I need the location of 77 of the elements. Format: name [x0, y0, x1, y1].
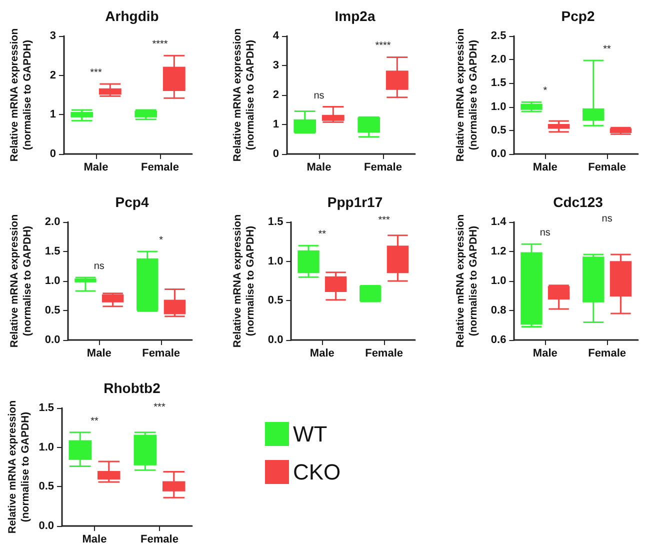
- y-tick-label: 0.8: [490, 304, 506, 316]
- y-axis-title: Relative mRNA expression (normalise to GAPDH): [232, 28, 256, 162]
- x-tick-label: Female: [364, 162, 402, 174]
- y-tick-label: 2.0: [44, 216, 60, 228]
- legend-label: WT: [293, 422, 328, 446]
- x-tick-label: Male: [532, 162, 558, 174]
- y-tick-label: 0.5: [38, 480, 54, 493]
- y-tick-label: 0.0: [490, 148, 506, 160]
- x-tick-label: Male: [310, 348, 334, 360]
- x-tick-label: Female: [588, 162, 626, 174]
- annotation: ns: [314, 90, 324, 102]
- y-tick-label: 1.5: [38, 402, 54, 414]
- annotation: ***: [378, 215, 390, 226]
- annotation: **: [90, 416, 98, 427]
- chart-title: Pcp2: [561, 8, 595, 24]
- y-axis-title: Relative mRNA expression (normalise to GAPDH): [8, 214, 34, 348]
- x-tick-label: Female: [142, 348, 180, 360]
- annotation: ****: [375, 40, 391, 52]
- y-axis-title: Relative mRNA expression (normalise to GAPDH): [454, 28, 480, 162]
- annotation: *: [159, 235, 164, 246]
- y-tick-label: 1: [50, 108, 56, 121]
- x-tick-label: Male: [86, 348, 112, 360]
- x-tick-label: Male: [84, 162, 108, 174]
- y-tick-label: 0.6: [490, 334, 506, 346]
- x-tick-label: Male: [532, 348, 558, 360]
- annotation: ***: [154, 402, 166, 413]
- annotation: *: [543, 86, 548, 97]
- y-tick-label: 3: [272, 60, 279, 72]
- y-tick-label: 1.0: [490, 275, 506, 287]
- y-tick-label: 0.0: [44, 334, 60, 346]
- annotation: ns: [94, 260, 104, 272]
- y-tick-label: 1.0: [490, 100, 506, 113]
- y-tick-label: 1.0: [38, 441, 54, 454]
- y-axis-title: Relative mRNA expression (normalise to GAPDH): [8, 28, 34, 162]
- y-tick-label: 4: [272, 30, 280, 42]
- y-tick-label: 3: [50, 30, 56, 42]
- annotation: ns: [540, 228, 550, 239]
- y-tick-label: 0.5: [268, 294, 284, 307]
- y-tick-label: 1.5: [44, 246, 60, 258]
- y-axis-title: Relative mRNA expression (normalise to GAPDH): [454, 214, 480, 348]
- chart-title: Ppp1r17: [327, 194, 383, 210]
- annotation: **: [318, 229, 326, 240]
- chart-title: Cdc123: [553, 194, 604, 210]
- annotation: ns: [602, 214, 612, 225]
- y-tick-label: 0: [50, 148, 56, 160]
- y-tick-label: 1.2: [490, 246, 506, 258]
- x-tick-label: Female: [140, 534, 178, 546]
- y-tick-label: 0: [272, 148, 279, 160]
- chart-title: Imp2a: [334, 8, 376, 24]
- legend-label: CKO: [293, 460, 341, 484]
- chart-title: Pcp4: [115, 194, 149, 210]
- y-tick-label: 1.5: [490, 77, 506, 90]
- y-tick-label: 0.0: [38, 520, 54, 532]
- y-tick-label: 1.4: [490, 216, 508, 228]
- y-tick-label: 0.5: [44, 304, 60, 316]
- y-tick-label: 2: [50, 69, 56, 82]
- y-tick-label: 2.0: [490, 54, 506, 66]
- annotation: ****: [152, 39, 168, 50]
- y-tick-label: 1.0: [44, 275, 60, 287]
- y-tick-label: 1.5: [268, 216, 284, 228]
- y-axis-title: Relative mRNA expression (normalise to GAPDH): [6, 400, 32, 534]
- y-tick-label: 0.0: [268, 334, 284, 346]
- chart-title: Arhgdib: [105, 8, 159, 24]
- annotation: ***: [90, 67, 102, 78]
- y-axis-title: Relative mRNA expression (normalise to GAPDH): [232, 214, 256, 348]
- x-tick-label: Female: [141, 162, 179, 174]
- annotation: **: [603, 44, 612, 56]
- y-tick-label: 2.5: [490, 30, 506, 42]
- x-tick-label: Female: [588, 348, 626, 360]
- y-tick-label: 1: [272, 118, 279, 130]
- x-tick-label: Male: [82, 534, 107, 546]
- y-tick-label: 2: [272, 89, 279, 101]
- chart-title: Rhobtb2: [104, 380, 161, 396]
- x-tick-label: Male: [306, 162, 332, 174]
- x-tick-label: Female: [365, 348, 404, 360]
- y-tick-label: 1.0: [268, 255, 284, 268]
- y-tick-label: 0.5: [490, 124, 506, 136]
